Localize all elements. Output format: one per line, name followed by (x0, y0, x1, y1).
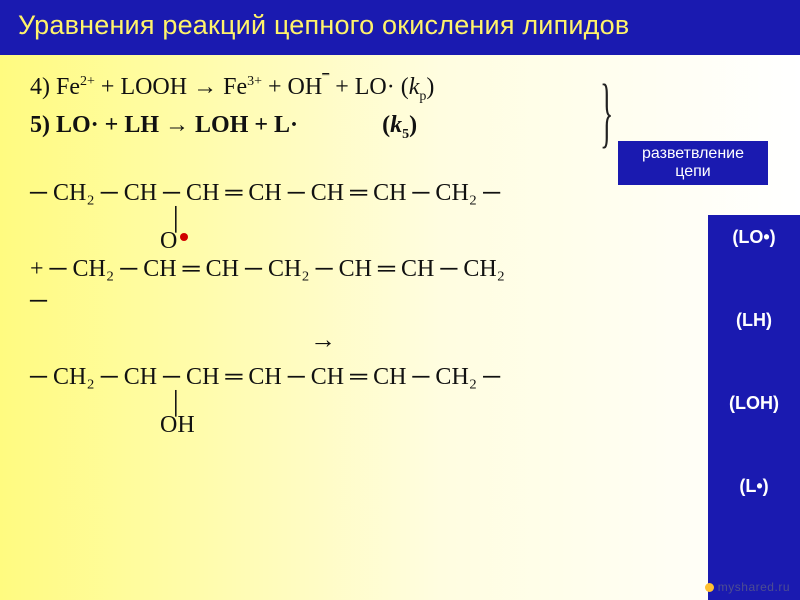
vbar-1: │ (168, 209, 776, 229)
side-label-line1: разветвление (642, 145, 744, 162)
eq4-mid1: + LOOH (95, 74, 193, 100)
label-lh: (LH) (708, 310, 800, 331)
watermark-dot-icon (705, 583, 714, 592)
chem-row-2-suffix: ─ (30, 285, 776, 317)
vbar-2: │ (168, 393, 776, 413)
eq5-ksub: 5 (402, 127, 409, 142)
watermark-text: myshared.ru (718, 580, 790, 594)
label-loh: (LOH) (708, 393, 800, 414)
o-label: O (160, 228, 177, 254)
eq5-text1: 5) LO· + LH (30, 112, 165, 138)
o-radical: O (160, 229, 177, 253)
oh-label: OH (160, 412, 195, 438)
side-label: разветвление цепи (618, 141, 768, 185)
brace-icon: } (600, 79, 613, 145)
oh-group: │ OH (160, 393, 776, 437)
eq4-close: ) (426, 74, 434, 100)
right-label-column: (LO•) (LH) (LOH) (L•) (708, 215, 800, 600)
eq4-k: k (409, 74, 420, 100)
chem-row-2: + ─ CH₂ ─ CH ═ CH ─ CH₂ ─ CH ═ CH ─ CH₂ (30, 253, 776, 285)
eq5-arrow: → (165, 111, 189, 138)
chemistry-block: ─ CH₂ ─ CH ─ CH ═ CH ─ CH ═ CH ─ CH₂ ─ │… (30, 177, 776, 437)
body-area: 4) Fe2+ + LOOH → Fe3+ + OH¯ + LO· (kр) 5… (0, 55, 800, 437)
eq5-close: ) (409, 112, 417, 138)
eq4-mid4: + LO· ( (329, 74, 409, 100)
eq4-sup2: 3+ (247, 74, 262, 89)
brace-group: } разветвление цепи (618, 141, 768, 185)
chem-row-2-prefix: + ─ (30, 256, 73, 282)
equation-5: 5) LO· + LH → LOH + L· (k5) (30, 111, 776, 143)
slide-title: Уравнения реакций цепного окисления липи… (0, 0, 800, 55)
slide: Уравнения реакций цепного окисления липи… (0, 0, 800, 600)
eq4-sup1: 2+ (80, 74, 95, 89)
watermark: myshared.ru (705, 580, 790, 594)
chem-row-2-body: CH₂ ─ CH ═ CH ─ CH₂ ─ CH ═ CH ─ CH₂ (73, 256, 506, 282)
eq4-mid3: + OH (262, 74, 322, 100)
eq5-k: k (390, 112, 402, 138)
radical-dot-icon (180, 233, 188, 241)
eq4-arrow: → (193, 73, 217, 100)
eq4-mid2: Fe (217, 74, 247, 100)
chem-row-3: ─ CH₂ ─ CH ─ CH ═ CH ─ CH ═ CH ─ CH₂ ─ (30, 361, 776, 393)
side-label-line2: цепи (675, 163, 710, 180)
eq5-text2: LOH + L· (189, 112, 298, 138)
reaction-arrow: → (310, 322, 776, 357)
label-lo: (LO•) (708, 227, 800, 248)
label-l: (L•) (708, 476, 800, 497)
eq5-kopen: ( (298, 112, 390, 138)
eq4-prefix: 4) Fe (30, 74, 80, 100)
o-radical-group: │ O (160, 209, 776, 253)
equation-4: 4) Fe2+ + LOOH → Fe3+ + OH¯ + LO· (kр) (30, 73, 776, 105)
